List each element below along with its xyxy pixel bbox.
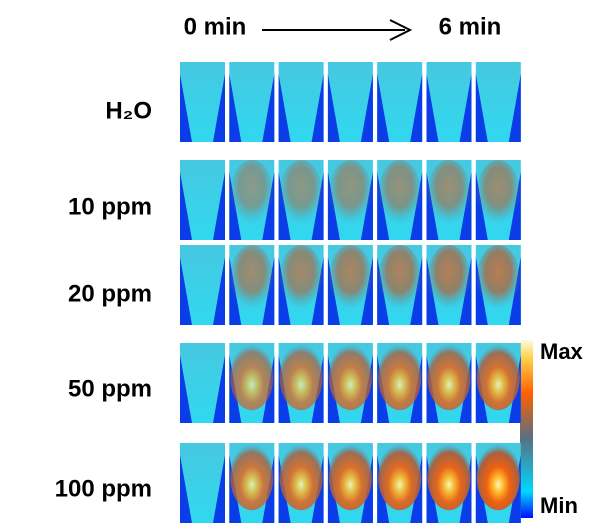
thermal-image [328,343,373,423]
heat-region [378,160,421,227]
heat-region [329,245,372,312]
thermal-image [427,443,472,523]
thermal-image [427,62,472,142]
heat-region [427,443,470,510]
row-label: 100 ppm [55,475,152,502]
row-label: 10 ppm [68,193,152,220]
heat-region [477,443,520,510]
row-label: 50 ppm [68,375,152,402]
heat-region [477,343,520,410]
thermal-image [180,343,225,423]
thermal-image [476,160,521,240]
heat-region [230,343,273,410]
heat-region [280,245,323,312]
figure: 0 min 6 min Max Min H₂O 10 ppm 20 ppm 50 pp… [0,0,603,524]
thermal-image [377,245,422,325]
heat-region [230,160,273,227]
heat-region [477,160,520,227]
heat-region [280,160,323,227]
heat-region [329,443,372,510]
thermal-image [377,62,422,142]
heat-region [378,343,421,410]
row-label: H₂O [105,97,152,124]
start-time: 0 min [184,13,247,40]
thermal-image [377,443,422,523]
thermal-image [427,160,472,240]
heat-region [427,343,470,410]
colorbar-max: Max [540,339,584,364]
thermal-image [328,160,373,240]
thermal-image [180,245,225,325]
thermal-image [229,62,274,142]
thermal-image [476,62,521,142]
heat-region [280,343,323,410]
heat-region [280,443,323,510]
thermal-image [427,245,472,325]
thermal-image [180,62,225,142]
thermal-image [328,62,373,142]
row-label: 20 ppm [68,280,152,307]
end-time: 6 min [439,13,502,40]
heat-region [378,443,421,510]
heat-region [477,245,520,312]
colorbar [520,340,533,518]
thermal-image [476,443,521,523]
heat-region [329,160,372,227]
thermal-image [180,160,225,240]
thermal-image [279,343,324,423]
thermal-image [377,160,422,240]
heat-region [329,343,372,410]
thermal-image [229,443,274,523]
heat-region [427,245,470,312]
thermal-image [229,160,274,240]
thermal-image [328,443,373,523]
thermal-image [229,343,274,423]
heat-region [230,443,273,510]
heat-region [427,160,470,227]
heat-region [378,245,421,312]
thermal-image [427,343,472,423]
colorbar-min: Min [540,493,578,518]
thermal-image [476,245,521,325]
thermal-image [180,443,225,523]
thermal-image [279,160,324,240]
thermal-image [377,343,422,423]
heat-region [230,245,273,312]
thermal-image [476,343,521,423]
thermal-image [279,245,324,325]
thermal-image [279,443,324,523]
thermal-image [328,245,373,325]
thermal-image [229,245,274,325]
thermal-image [279,62,324,142]
